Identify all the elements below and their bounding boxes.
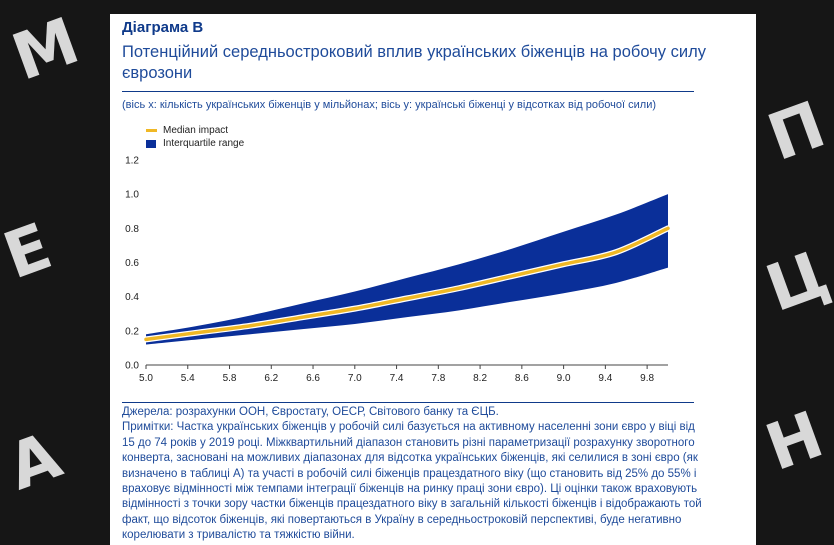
median-line [144, 226, 670, 342]
chart-title: Діаграма B [122, 19, 204, 36]
chart-card: Діаграма B Потенційний середньостроковий… [110, 14, 756, 545]
y-tick-label: 0.2 [125, 326, 139, 337]
y-tick-label: 1.0 [125, 190, 139, 201]
iqr-band [146, 194, 668, 345]
legend-label-iqr: Interquartile range [163, 138, 245, 149]
x-tick-label: 7.8 [431, 373, 445, 384]
y-tick-label: 0.0 [125, 361, 139, 372]
axes-note: (вісь x: кількість українських біженців … [122, 99, 657, 111]
x-tick-label: 8.6 [515, 373, 529, 384]
x-tick-label: 9.8 [640, 373, 654, 384]
legend-item-median: Median impact [146, 124, 244, 137]
watermark-letter: Е [0, 209, 62, 295]
x-tick-label: 6.6 [306, 373, 320, 384]
title-divider [122, 91, 694, 92]
watermark-letter: Н [756, 398, 833, 486]
legend-swatch-median [146, 129, 157, 132]
legend-swatch-iqr [146, 139, 156, 148]
x-tick-label: 6.2 [264, 373, 278, 384]
notes-text: Примітки: Частка українських біженців у … [122, 421, 702, 542]
legend-item-iqr: Interquartile range [146, 137, 244, 150]
chart-notes: Джерела: розрахунки ООН, Євростату, ОЕСР… [122, 405, 702, 544]
watermark-letter: М [3, 4, 89, 96]
x-tick-label: 5.8 [223, 373, 237, 384]
chart-subtitle: Потенційний середньостроковий вплив укра… [122, 43, 706, 82]
chart-legend: Median impact Interquartile range [146, 124, 244, 150]
watermark-letter: П [758, 88, 834, 176]
watermark-letter: Ц [757, 237, 834, 327]
y-tick-label: 0.4 [125, 292, 139, 303]
x-tick-label: 7.4 [390, 373, 404, 384]
notes-divider [122, 402, 694, 403]
y-tick-label: 0.8 [125, 224, 139, 235]
sources-text: Джерела: розрахунки ООН, Євростату, ОЕСР… [122, 406, 499, 418]
x-tick-label: 5.0 [139, 373, 153, 384]
y-tick-label: 0.6 [125, 258, 139, 269]
watermark-letter: А [0, 418, 71, 506]
legend-label-median: Median impact [163, 125, 229, 136]
x-tick-label: 9.4 [598, 373, 612, 384]
y-tick-label: 1.2 [125, 156, 139, 167]
x-tick-label: 9.0 [557, 373, 571, 384]
x-tick-label: 5.4 [181, 373, 195, 384]
x-tick-label: 7.0 [348, 373, 362, 384]
chart-plot: 5.0 5.4 5.8 6.2 6.6 7.0 7.4 7.8 8.2 8.6 9.0 9.4 9.8 0… [125, 156, 671, 384]
x-tick-label: 8.2 [473, 373, 487, 384]
